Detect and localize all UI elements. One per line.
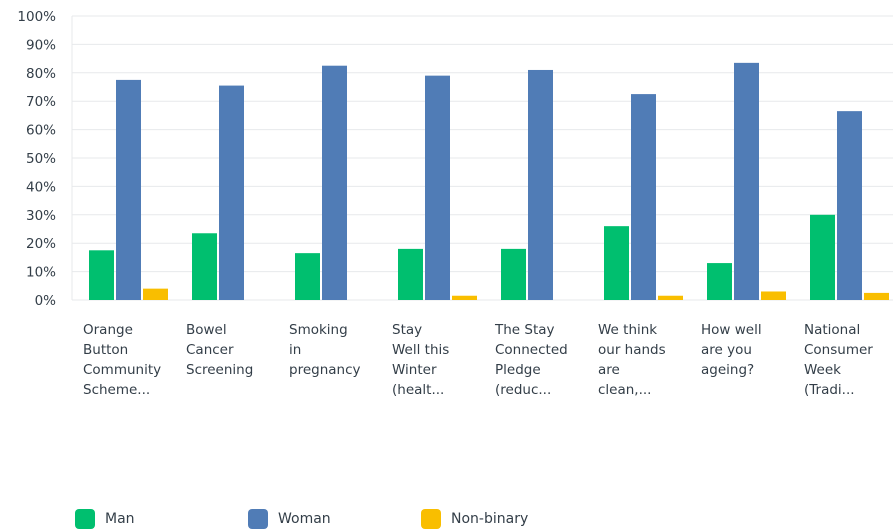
bar-non-binary[interactable] (658, 295, 683, 300)
legend-item-man[interactable]: Man (75, 509, 135, 529)
x-tick-label-line: Stay (392, 322, 423, 338)
y-tick-label: 40% (26, 179, 56, 195)
legend-label-woman: Woman (278, 511, 331, 527)
x-tick-label-line: Pledge (495, 362, 541, 378)
y-tick-label: 90% (26, 37, 56, 53)
legend-item-non-binary[interactable]: Non-binary (421, 509, 528, 529)
x-tick-label: We think our hands are clean,... (598, 320, 698, 400)
bar-woman[interactable] (528, 69, 553, 301)
bar-man[interactable] (707, 263, 732, 300)
y-axis-ticks: 0% 10% 20% 30% 40% 50% 60% 70% 80% 90% 100% (17, 9, 56, 309)
bars (89, 62, 889, 301)
legend-label-non-binary: Non-binary (451, 511, 529, 527)
bar-non-binary[interactable] (761, 291, 786, 300)
x-tick-label-line: Bowel (186, 322, 227, 338)
x-tick-label-line: (reduc... (495, 382, 552, 398)
x-tick-label-line: We think (598, 322, 658, 338)
bar-man[interactable] (295, 253, 320, 300)
x-tick-label-line: Connected (495, 342, 568, 358)
x-tick-label: Stay Well this Winter (healt... (392, 320, 492, 400)
y-tick-label: 60% (26, 123, 56, 139)
legend-item-woman[interactable]: Woman (248, 509, 331, 529)
x-tick-label-line: Consumer (804, 342, 873, 358)
x-tick-label-line: Well this (392, 342, 450, 358)
bar-woman[interactable] (219, 85, 244, 300)
y-tick-label: 50% (26, 151, 56, 167)
x-tick-label-line: (Tradi... (804, 382, 855, 398)
x-tick-label-line: Winter (392, 362, 437, 378)
x-tick-label-line: are (598, 362, 620, 378)
x-tick-label-line: pregnancy (289, 362, 361, 378)
x-tick-label-line: (healt... (392, 382, 445, 398)
bar-woman[interactable] (116, 79, 141, 301)
y-tick-label: 80% (26, 66, 56, 82)
y-tick-label: 20% (26, 236, 56, 252)
bar-non-binary[interactable] (864, 292, 889, 300)
x-tick-label-line: National (804, 322, 861, 338)
x-tick-label: Orange Button Community Scheme... (83, 320, 183, 400)
x-tick-label: The Stay Connected Pledge (reduc... (495, 320, 595, 400)
x-tick-label: Smoking in pregnancy (289, 320, 389, 380)
x-tick-label-line: Scheme... (83, 382, 151, 398)
bar-woman[interactable] (631, 94, 656, 300)
bar-man[interactable] (192, 233, 217, 300)
x-tick-label-line: Cancer (186, 342, 234, 358)
bar-woman[interactable] (837, 111, 862, 300)
x-tick-label: Bowel Cancer Screening (186, 320, 286, 380)
legend-label-man: Man (105, 511, 135, 527)
x-tick-label: National Consumer Week (Tradi... (804, 320, 893, 400)
x-tick-label-line: Button (83, 342, 129, 358)
x-tick-label-line: How well (701, 322, 762, 338)
bar-man[interactable] (810, 214, 835, 300)
bar-non-binary[interactable] (452, 295, 477, 300)
x-tick-label-line: The Stay (495, 322, 555, 338)
y-tick-label: 30% (26, 208, 56, 224)
legend-swatch-non-binary (421, 509, 441, 529)
x-tick-label-line: are you (701, 342, 752, 358)
x-tick-label: How well are you ageing? (701, 320, 801, 380)
x-tick-label-line: ageing? (701, 362, 755, 378)
x-tick-label-line: Screening (186, 362, 254, 378)
legend-swatch-woman (248, 509, 268, 529)
x-tick-label-line: Orange (83, 322, 133, 338)
bar-woman[interactable] (322, 65, 347, 300)
y-tick-label: 100% (17, 9, 56, 25)
x-tick-label-line: Community (83, 362, 162, 378)
legend: Man Woman Non-binary (0, 509, 893, 531)
bar-chart: 0% 10% 20% 30% 40% 50% 60% 70% 80% 90% 100% (17, 9, 893, 309)
bar-man[interactable] (604, 226, 629, 300)
bar-man[interactable] (398, 248, 423, 300)
x-tick-label-line: in (289, 342, 302, 358)
x-tick-label-line: Smoking (289, 322, 348, 338)
bar-man[interactable] (89, 250, 114, 300)
x-tick-label-line: our hands (598, 342, 666, 358)
bar-man[interactable] (501, 248, 526, 300)
y-tick-label: 0% (35, 293, 57, 309)
bar-woman[interactable] (734, 62, 759, 300)
x-tick-label-line: clean,... (598, 382, 652, 398)
bar-woman[interactable] (425, 75, 450, 300)
y-tick-label: 10% (26, 265, 56, 281)
x-tick-label-line: Week (804, 362, 841, 378)
y-tick-label: 70% (26, 94, 56, 110)
legend-swatch-man (75, 509, 95, 529)
bar-non-binary[interactable] (143, 288, 168, 300)
